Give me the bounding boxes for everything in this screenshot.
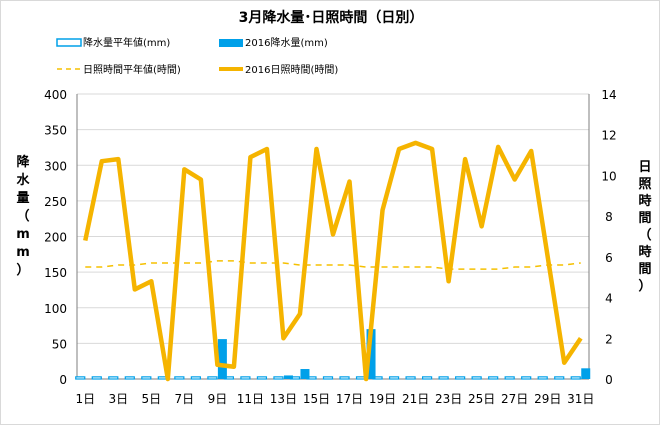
x-tick: 9日: [208, 392, 228, 406]
axis-label-char: （: [638, 227, 651, 243]
y-tick-left: 50: [52, 337, 67, 351]
x-tick: 23日: [435, 392, 462, 406]
bar-rain-normal: [537, 376, 548, 380]
legend-swatch-rain-normal: [56, 38, 82, 47]
y-tick-left: 100: [44, 302, 67, 316]
x-tick: 13日: [270, 392, 297, 406]
legend: 降水量平年値(mm) 2016降水量(mm) 日照時間平年値(時間) 2016日…: [56, 36, 338, 76]
bar-rain-normal: [256, 376, 268, 380]
y-tick-left: 300: [44, 159, 67, 173]
bar-rain-normal: [339, 376, 350, 380]
axis-label-char: 時: [638, 193, 651, 209]
bar-rain-normal: [421, 376, 433, 380]
x-tick: 21日: [402, 392, 429, 406]
axis-label-char: 照: [638, 177, 651, 192]
x-tick: 3日: [108, 392, 128, 406]
bar-rain-2016: [581, 368, 591, 379]
legend-label-rain-2016: 2016降水量(mm): [245, 36, 328, 49]
y-tick-left: 250: [44, 195, 67, 209]
y-tick-right: 2: [605, 332, 613, 346]
x-tick: 19日: [369, 392, 396, 406]
bar-rain-normal: [141, 376, 152, 380]
y-tick-right: 4: [605, 292, 613, 306]
y-tick-right: 6: [605, 251, 613, 265]
y-tick-right: 8: [605, 210, 613, 224]
bar-rain-normal: [504, 376, 515, 380]
legend-swatch-rain-2016: [219, 39, 243, 47]
bar-rain-normal: [190, 376, 201, 380]
x-tick: 5日: [142, 392, 162, 406]
x-tick: 25日: [468, 392, 495, 406]
lines: [83, 140, 583, 382]
bar-rain-normal: [554, 376, 565, 380]
y-tick-right: 12: [601, 129, 616, 143]
y-axis-label-right: 日照時間（時間）: [638, 160, 651, 294]
axis-label-char: ）: [638, 278, 651, 294]
legend-label-rain-normal: 降水量平年値(mm): [83, 36, 170, 49]
bar-rain-2016: [217, 339, 227, 379]
tick-labels: 0 50 100 150 200 250 300 350 400 0 2 4 6 8 10 12 14 1日 3日 5…: [44, 88, 617, 406]
y-tick-right: 0: [605, 373, 613, 387]
bar-rain-normal: [570, 376, 581, 380]
x-tick: 15日: [303, 392, 330, 406]
bar-rain-normal: [405, 376, 416, 380]
legend-label-sun-2016: 2016日照時間(時間): [245, 64, 338, 76]
axis-label-char: （: [16, 208, 29, 224]
bar-rain-normal: [488, 376, 499, 380]
bar-rain-2016: [283, 375, 293, 379]
y-tick-right: 14: [601, 88, 616, 102]
line-sun-2016: [83, 140, 583, 382]
y-tick-left: 350: [44, 124, 67, 138]
chart-title: 3月降水量･日照時間（日別）: [239, 9, 424, 26]
axis-label-char: m: [16, 245, 30, 260]
bar-rain-normal: [174, 376, 185, 380]
x-tick: 17日: [336, 392, 363, 406]
y-tick-left: 200: [44, 231, 67, 245]
y-tick-left: 400: [44, 88, 67, 102]
x-tick: 27日: [501, 392, 528, 406]
axis-label-char: 水: [16, 172, 30, 188]
x-tick: 1日: [75, 392, 95, 406]
x-tick: 7日: [175, 392, 195, 406]
x-tick: 11日: [237, 392, 264, 406]
bar-rain-normal: [75, 376, 86, 380]
bar-rain-normal: [240, 376, 251, 380]
legend-label-sun-normal: 日照時間平年値(時間): [83, 63, 181, 76]
x-tick: 29日: [534, 392, 561, 406]
bar-rain-normal: [124, 376, 135, 380]
axis-label-char: m: [16, 227, 30, 242]
bar-rain-normal: [322, 376, 334, 380]
axis-label-char: 間: [638, 211, 651, 226]
bar-rain-normal: [91, 376, 102, 380]
bar-rain-2016: [300, 369, 310, 379]
bar-rain-normal: [388, 376, 400, 380]
line-sun-normal: [85, 260, 581, 270]
bar-rain-2016: [366, 329, 376, 379]
bar-rain-normal: [471, 376, 482, 380]
y-tick-left: 0: [59, 373, 67, 387]
x-tick: 31日: [567, 392, 594, 406]
axis-label-char: ）: [16, 262, 29, 278]
axis-label-char: 降: [16, 154, 30, 170]
y-axis-label-left: 降水量 （ m m ）: [16, 154, 30, 278]
bar-rain-normal: [521, 376, 532, 380]
bar-rain-normal: [207, 376, 218, 380]
axis-label-char: 間: [638, 262, 651, 277]
axis-label-char: 時: [638, 244, 651, 260]
bars: [75, 329, 591, 380]
bar-rain-normal: [273, 376, 284, 380]
bar-rain-normal: [438, 376, 449, 380]
y-tick-right: 10: [601, 169, 616, 183]
axis-label-char: 量: [16, 191, 29, 206]
y-tick-left: 150: [44, 266, 67, 280]
bar-rain-normal: [108, 376, 119, 380]
axis-label-char: 日: [638, 160, 651, 175]
bar-rain-normal: [455, 376, 466, 380]
